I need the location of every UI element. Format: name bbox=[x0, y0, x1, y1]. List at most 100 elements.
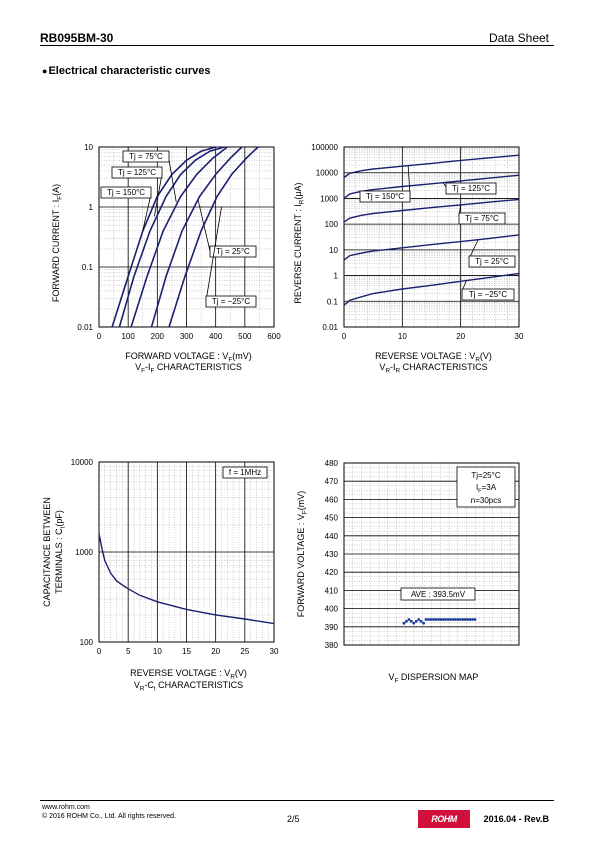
vf-disp-ytick-label: 460 bbox=[325, 495, 339, 504]
vr-ct-caption: VR-Ct CHARACTERISTICS bbox=[134, 680, 243, 693]
vf-disp-point bbox=[407, 618, 411, 621]
vf-disp-point bbox=[436, 618, 440, 621]
legend-r-tjm25-label: Tj = −25°C bbox=[469, 290, 508, 299]
vf-disp-point bbox=[405, 619, 408, 623]
vf-disp-ytick-label: 410 bbox=[325, 586, 339, 595]
ave-label-box: AVE : 393.5mV bbox=[400, 587, 476, 601]
vr-ct-xtick-label: 10 bbox=[153, 647, 162, 656]
conditions-box bbox=[456, 466, 516, 508]
vf-if-xtick-label: 400 bbox=[209, 332, 223, 341]
vf-if-ytick-label: 0.1 bbox=[82, 263, 94, 272]
rohm-logo: ROHM bbox=[418, 810, 470, 828]
condition-tj: Tj=25°C bbox=[471, 471, 500, 480]
legend-tj75-box bbox=[122, 150, 170, 163]
vr-ir-ylabel: REVERSE CURRENT : IR(μA) bbox=[293, 182, 306, 303]
legend-r-tj150: Tj = 150°C bbox=[359, 165, 411, 203]
legend-tj25-leader bbox=[197, 200, 211, 252]
vr-ir-ytick-label: 1 bbox=[334, 272, 339, 281]
vr-ir-xtick-label: 10 bbox=[398, 332, 407, 341]
header-rule bbox=[40, 45, 554, 46]
legend-r-tj75: Tj = 75°C bbox=[458, 204, 506, 225]
vr-ct-ytick-label: 10000 bbox=[71, 458, 94, 467]
vf-disp-point bbox=[414, 619, 418, 623]
vr-ir-xtick-label: 30 bbox=[515, 332, 524, 341]
legend-r-tj150-label: Tj = 150°C bbox=[366, 192, 404, 201]
vf-if-caption: VF-IF CHARACTERISTICS bbox=[135, 362, 242, 375]
vr-ir-ytick-label: 100 bbox=[325, 220, 339, 229]
vr-ir-series-line bbox=[343, 234, 520, 261]
vf-disp-ytick-label: 430 bbox=[325, 550, 339, 559]
legend-r-tj25-label: Tj = 25°C bbox=[475, 257, 509, 266]
vf-disp-point bbox=[441, 618, 445, 621]
vr-ct-xtick-label: 5 bbox=[126, 647, 131, 656]
vf-disp-point bbox=[454, 618, 457, 621]
legend-r-tj25-box bbox=[468, 255, 516, 268]
vf-if-xtick-label: 600 bbox=[267, 332, 281, 341]
legend-tj75-label: Tj = 75°C bbox=[129, 152, 163, 161]
legend-tj25: Tj = 25°C bbox=[197, 200, 257, 258]
legend-r-tj125: Tj = 125°C bbox=[442, 182, 497, 195]
vr-ct-ytick-label: 100 bbox=[80, 638, 94, 647]
vf-disp-point bbox=[422, 621, 425, 625]
legend-freq-label: f = 1MHz bbox=[229, 468, 261, 477]
vr-ir-xtick-label: 20 bbox=[456, 332, 465, 341]
legend-r-tj125-label: Tj = 125°C bbox=[452, 184, 490, 193]
vr-ir-series-line bbox=[343, 272, 520, 306]
vf-if-ytick-label: 1 bbox=[89, 203, 94, 212]
vf-if-ylabel: FORWARD CURRENT : IF(A) bbox=[51, 184, 64, 302]
legend-tj75: Tj = 75°C bbox=[122, 150, 177, 203]
vf-if-frame bbox=[98, 146, 275, 328]
vf-disp-point bbox=[451, 618, 455, 621]
vr-ct-xtick-label: 0 bbox=[97, 647, 102, 656]
vr-ir-xtick-label: 0 bbox=[342, 332, 347, 341]
legend-r-tjm25-box bbox=[461, 288, 515, 301]
vf-if-ytick-label: 0.01 bbox=[77, 323, 93, 332]
vf-if-ytick-label: 10 bbox=[84, 143, 93, 152]
vr-ir-series-line bbox=[343, 174, 520, 199]
legend-tj25-box bbox=[209, 245, 257, 258]
part-number: RB095BM-30 bbox=[40, 31, 114, 45]
ave-label-box-label: AVE : 393.5mV bbox=[411, 590, 466, 599]
vr-ct-grid bbox=[98, 461, 275, 643]
vr-ir-series-line bbox=[343, 154, 520, 179]
vf-disp-ytick-label: 390 bbox=[325, 623, 339, 632]
legend-r-tj75-label: Tj = 75°C bbox=[465, 214, 499, 223]
vf-disp-ytick-label: 480 bbox=[325, 459, 339, 468]
vf-disp-point bbox=[429, 618, 433, 621]
vf-disp-point bbox=[444, 618, 447, 621]
vf-disp-point bbox=[473, 618, 477, 621]
vf-disp-point bbox=[402, 621, 406, 625]
vr-ir-ytick-label: 10000 bbox=[316, 169, 339, 178]
legend-tj125: Tj = 125°C bbox=[111, 166, 163, 217]
vf-disp-point bbox=[449, 618, 452, 621]
vf-if-series-line bbox=[111, 146, 216, 328]
legend-r-tj125-box bbox=[445, 182, 497, 195]
legend-tj125-leader bbox=[154, 173, 163, 217]
legend-r-tj75-box bbox=[458, 212, 506, 225]
vf-disp-point bbox=[463, 618, 467, 621]
vr-ir-ytick-label: 100000 bbox=[311, 143, 338, 152]
vr-ct-xtick-label: 30 bbox=[270, 647, 279, 656]
footer-url[interactable]: www.rohm.com bbox=[42, 804, 90, 811]
legend-r-tj25: Tj = 25°C bbox=[468, 239, 516, 268]
conditions-frame bbox=[456, 466, 516, 508]
legend-freq: f = 1MHz bbox=[222, 466, 268, 479]
vr-ct-ylabel-line2: TERMINALS : Ct(pF) bbox=[54, 510, 67, 594]
footer-rule bbox=[40, 800, 554, 801]
vf-disp-point bbox=[434, 618, 438, 621]
vf-disp-ytick-label: 380 bbox=[325, 641, 339, 650]
bullet-icon: ● bbox=[42, 66, 48, 76]
vr-ct-ytick-label: 1000 bbox=[75, 548, 93, 557]
vr-ir-ytick-label: 0.01 bbox=[322, 323, 338, 332]
vf-disp-ylabel: FORWARD VOLTAGE : VF(mV) bbox=[296, 491, 309, 618]
vf-disp-grid bbox=[343, 462, 520, 646]
vr-ct-series-line bbox=[98, 533, 275, 625]
vf-disp-point bbox=[427, 618, 430, 621]
legend-r-tjm25: Tj = −25°C bbox=[461, 280, 515, 301]
vf-disp-ytick-label: 400 bbox=[325, 605, 339, 614]
vr-ir-series-line bbox=[343, 198, 520, 223]
vf-disp-ytick-label: 450 bbox=[325, 514, 339, 523]
vr-ir-frame bbox=[343, 146, 520, 328]
vr-ir-ytick-label: 10 bbox=[329, 246, 338, 255]
